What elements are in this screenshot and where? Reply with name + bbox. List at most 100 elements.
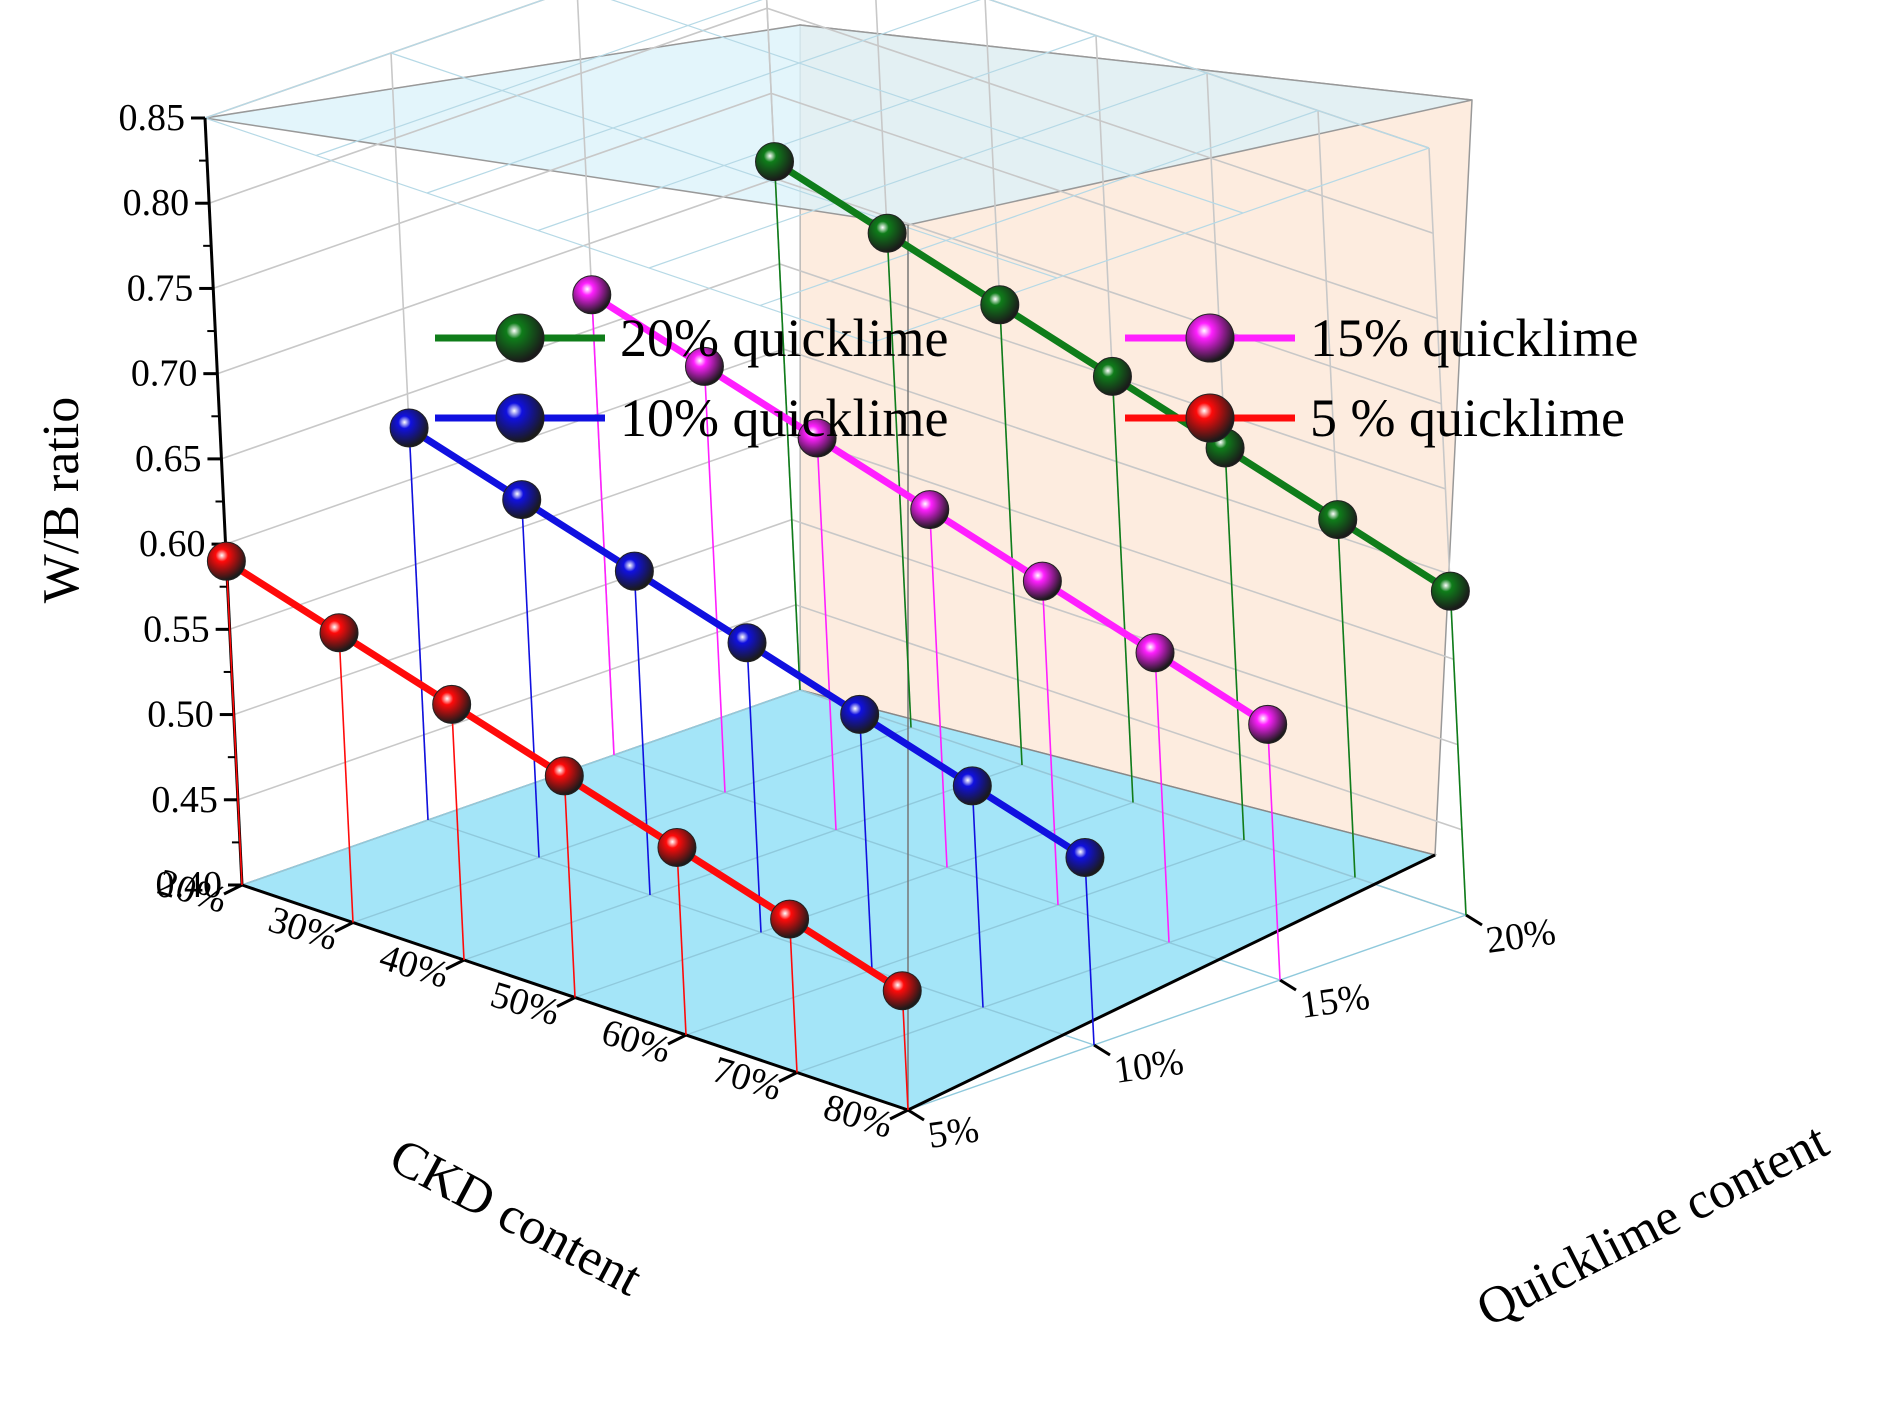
drop-line xyxy=(1266,724,1281,981)
data-point xyxy=(797,418,837,458)
data-point xyxy=(910,490,950,530)
drop-line xyxy=(928,509,948,868)
x-gridline-top xyxy=(648,72,1208,269)
data-point xyxy=(755,142,795,182)
y-gridline-top xyxy=(390,52,1058,279)
x-tick xyxy=(778,1071,798,1083)
drop-line xyxy=(999,304,1023,766)
legend-entry: 20% quicklime xyxy=(435,308,948,368)
y-tick xyxy=(1093,1043,1111,1057)
drop-line xyxy=(858,714,873,971)
z-tick-label: 0.80 xyxy=(123,182,190,224)
drop-line xyxy=(591,294,615,756)
drop-line xyxy=(886,233,912,728)
x-gridline-floor xyxy=(352,726,912,924)
drop-line xyxy=(676,847,687,1036)
z-axis-title: W/B ratio xyxy=(33,397,90,604)
drop-line xyxy=(450,704,465,961)
drop-line xyxy=(1224,447,1245,841)
x-tick xyxy=(445,958,465,971)
legend-label: 20% quicklime xyxy=(620,308,948,368)
y-tick-label: 5% xyxy=(925,1108,981,1157)
drop-line xyxy=(746,642,762,933)
x-tick xyxy=(889,1108,909,1121)
data-point xyxy=(882,971,922,1011)
data-point xyxy=(1135,633,1175,673)
drop-line xyxy=(563,775,576,998)
data-point xyxy=(840,694,880,734)
z-tick-label: 0.55 xyxy=(143,608,210,650)
drop-line xyxy=(1336,519,1356,878)
y-axis-title: Quicklime content xyxy=(1468,1112,1838,1338)
legend-entry: 10% quicklime xyxy=(435,388,948,448)
y-tick-label: 15% xyxy=(1297,976,1372,1027)
data-point xyxy=(770,899,810,939)
y-axis-line xyxy=(907,853,1436,1112)
legend-entry: 5 % quicklime xyxy=(1125,388,1625,448)
z-tick-label: 0.75 xyxy=(127,267,194,309)
data-point xyxy=(952,766,992,806)
data-point xyxy=(1022,561,1062,601)
data-point xyxy=(572,275,612,315)
y-tick xyxy=(907,1108,925,1122)
x-gridline-floor xyxy=(685,839,1245,1036)
legend-marker xyxy=(495,393,545,443)
legend-label: 15% quicklime xyxy=(1310,308,1638,368)
x-axis-title: CKD content xyxy=(381,1128,652,1308)
z-tick-label: 0.45 xyxy=(151,779,218,821)
series-15-quicklime xyxy=(572,275,1288,981)
drop-line xyxy=(773,161,801,691)
data-point xyxy=(1092,356,1132,396)
drop-line xyxy=(703,366,726,793)
drop-line xyxy=(816,437,837,831)
y-gridline-top xyxy=(204,117,872,344)
legend-entry: 15% quicklime xyxy=(1125,308,1638,368)
y-tick-label: 10% xyxy=(1111,1041,1186,1092)
data-point xyxy=(1065,838,1105,878)
x-gridline-floor xyxy=(574,801,1134,999)
data-point xyxy=(1248,704,1288,744)
data-point xyxy=(389,408,429,448)
x-gridline-floor xyxy=(463,764,1023,961)
series-5-quicklime xyxy=(206,541,922,1111)
data-point xyxy=(319,613,359,653)
data-point xyxy=(867,213,907,253)
x-gridline-floor xyxy=(241,689,801,886)
x-gridline-floor xyxy=(796,876,1356,1074)
data-point xyxy=(684,346,724,386)
x-gridline-top xyxy=(759,109,1319,307)
z-tick-label: 0.65 xyxy=(135,438,202,480)
y-tick xyxy=(1465,913,1483,927)
x-tick xyxy=(334,921,354,933)
x-gridline-top xyxy=(204,0,545,119)
y-tick-label: 20% xyxy=(1483,911,1558,962)
drop-line xyxy=(971,785,984,1008)
legend-marker xyxy=(495,313,545,363)
drop-line xyxy=(1449,591,1467,916)
drop-line xyxy=(788,919,798,1073)
data-point xyxy=(544,756,584,796)
y-tick xyxy=(1279,978,1297,992)
data-point xyxy=(502,480,542,520)
x-tick xyxy=(667,1033,687,1046)
data-point xyxy=(657,828,697,868)
drop-line xyxy=(520,499,540,858)
legend: 20% quicklime 15% quicklime 10% quicklime 5… xyxy=(435,308,1638,448)
x-gridline-top xyxy=(315,0,763,157)
data-point xyxy=(206,541,246,581)
z-tick-label: 0.50 xyxy=(147,694,214,736)
x-gridline-top xyxy=(537,34,1097,232)
z-tick-label: 0.70 xyxy=(131,353,198,395)
legend-marker xyxy=(1185,313,1235,363)
drop-line xyxy=(633,571,651,896)
data-point xyxy=(1318,500,1358,540)
x-gridline-floor xyxy=(907,914,1467,1111)
data-point xyxy=(1430,571,1470,611)
drop-line xyxy=(1041,581,1059,906)
data-point xyxy=(614,551,654,591)
drop-line xyxy=(1084,857,1095,1046)
x-tick xyxy=(556,996,576,1008)
drop-line xyxy=(225,561,243,886)
